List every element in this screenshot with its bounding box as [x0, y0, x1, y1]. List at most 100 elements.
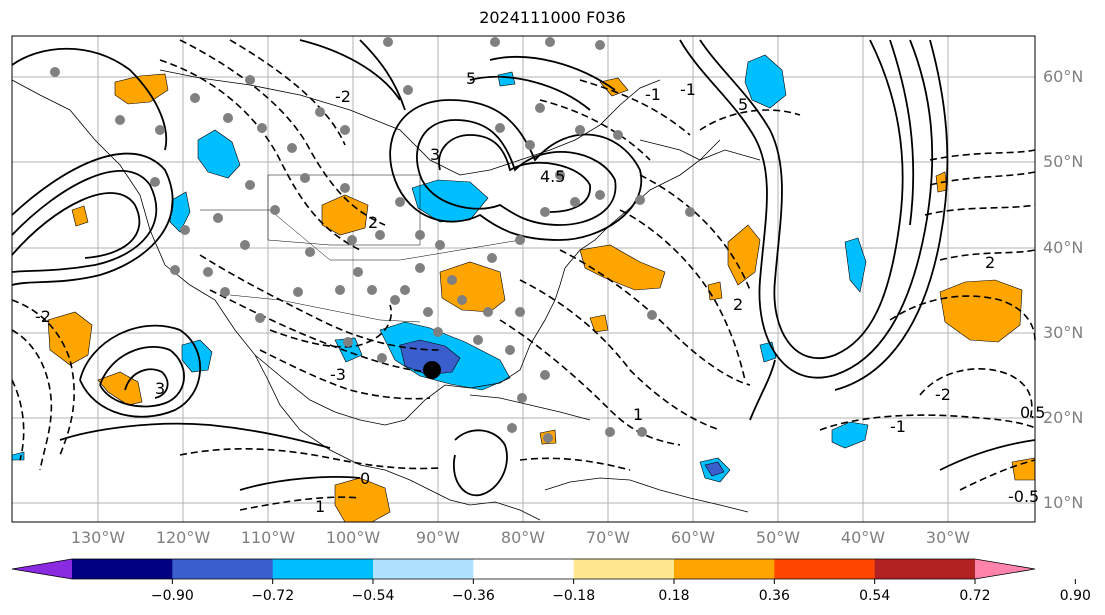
station-markers [50, 37, 695, 443]
contour-label: -1 [645, 85, 661, 104]
contour-dashed-15 [11, 379, 25, 461]
colorbar-tick-label: −0.54 [351, 588, 395, 604]
lon-label-50: 50°W [755, 528, 801, 547]
map-frame [11, 35, 1036, 523]
lon-label-80: 80°W [500, 528, 546, 547]
station-dot [490, 37, 500, 47]
lon-label-60: 60°W [670, 528, 716, 547]
fill-pos-4 [321, 194, 369, 236]
fill-pos-7 [727, 224, 761, 286]
fill-neg-2 [744, 54, 787, 109]
fill-pos-10 [599, 77, 629, 97]
station-dot [293, 287, 303, 297]
contour-labels: 5 5 4.5 3 3 2 2 2 1 1 0 -1 -2 -2 -3 -1 -… [35, 69, 1045, 516]
station-dot [517, 393, 527, 403]
station-dot [180, 225, 190, 235]
station-dot [223, 113, 233, 123]
plot-title: 2024111000 F036 [479, 8, 626, 27]
lat-label-10: 10°N [1043, 493, 1084, 512]
lon-label-30: 30°W [925, 528, 971, 547]
colorbar-tick-label: −0.36 [451, 588, 495, 604]
contour-label: -0.5 [1008, 487, 1039, 506]
lon-label-70: 70°W [585, 528, 631, 547]
contour-solid-22 [939, 439, 1036, 471]
contour-dashed-28 [519, 457, 631, 471]
station-dot [473, 335, 483, 345]
station-dot [115, 115, 125, 125]
contour-dashed-11 [619, 209, 746, 381]
station-dot [367, 285, 377, 295]
station-dot [515, 307, 525, 317]
colorbar-tick-label: −0.72 [251, 588, 295, 604]
fill-pos-3 [97, 371, 143, 406]
contour-dashed-21 [919, 368, 1033, 421]
fill-pos-6 [579, 244, 666, 291]
fill-neg-8 [831, 421, 869, 449]
contour-dashed-25 [539, 99, 651, 161]
colorbar-tick-label: 0.72 [959, 588, 991, 604]
station-dot [525, 140, 535, 150]
contour-solid-5 [389, 99, 643, 241]
station-dot [415, 263, 425, 273]
contour-label: 2 [985, 253, 995, 272]
colorbar-outline [11, 558, 1036, 580]
contour-dashed-29 [959, 459, 1036, 491]
station-dot [555, 170, 565, 180]
station-dot [613, 130, 623, 140]
lon-label-100: 100°W [325, 528, 381, 547]
station-dot [570, 197, 580, 207]
contour-solid-14 [834, 39, 949, 391]
station-dot [433, 327, 443, 337]
contour-label: 4.5 [540, 167, 565, 186]
lat-label-50: 50°N [1043, 152, 1084, 171]
station-dot [487, 253, 497, 263]
station-dot [155, 125, 165, 135]
contour-dashed-13 [11, 299, 75, 456]
contour-dashed-24 [579, 79, 691, 136]
contour-solid-10 [469, 76, 591, 111]
contour-label: -3 [330, 365, 346, 384]
contour-solid-8 [299, 39, 401, 101]
station-dot [483, 307, 493, 317]
contour-solid-7 [438, 134, 591, 213]
contour-dashed-23 [699, 109, 801, 131]
coastlines [11, 69, 761, 521]
contour-solid-19 [59, 422, 331, 449]
station-dot [505, 345, 515, 355]
contour-dashed-12 [639, 174, 751, 291]
colorbar-segment [172, 559, 274, 579]
border-us-states [267, 174, 421, 246]
positive-anomaly-fills [47, 73, 1036, 523]
station-dot [375, 230, 385, 240]
station-dot [203, 267, 213, 277]
station-dot [213, 213, 223, 223]
fill-strong-neg-2 [704, 461, 725, 477]
contour-dashed-7 [269, 304, 392, 348]
station-dot [245, 180, 255, 190]
station-dot [340, 183, 350, 193]
contour-dashed-19 [939, 249, 1036, 261]
contour-dashed-14 [11, 329, 53, 471]
contour-solid-21 [239, 476, 361, 491]
coastline-south-america [544, 477, 749, 513]
contour-solid-1 [11, 152, 174, 286]
station-dot [535, 103, 545, 113]
contour-dashed-16 [929, 149, 1036, 161]
contour-dashed-20 [889, 295, 1036, 341]
station-dot [347, 235, 357, 245]
contour-label: 2 [733, 295, 743, 314]
station-dot [245, 75, 255, 85]
contour-label: 5 [738, 95, 748, 114]
fill-pos-11 [589, 314, 609, 333]
station-dot [270, 205, 280, 215]
station-dot [255, 313, 265, 323]
fill-pos-1 [114, 73, 169, 105]
contour-label: 1 [633, 405, 643, 424]
contour-solid-15 [889, 39, 915, 226]
station-dot [170, 265, 180, 275]
contour-solid-11 [489, 56, 616, 91]
colorbar-segment [272, 559, 374, 579]
contour-dashed-17 [929, 171, 1036, 186]
station-dot [400, 285, 410, 295]
lat-label-30: 30°N [1043, 323, 1084, 342]
